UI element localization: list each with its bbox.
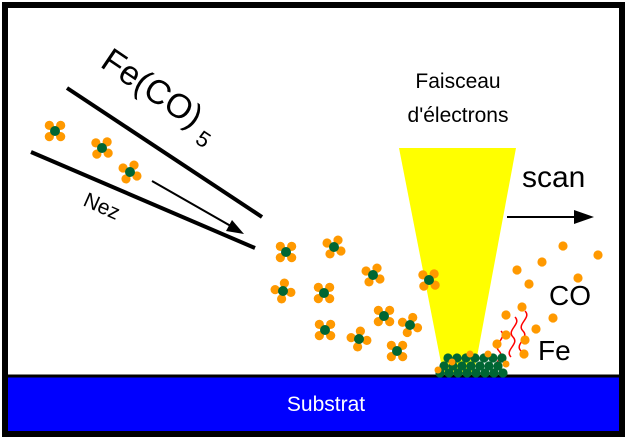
co-ligand bbox=[362, 335, 372, 345]
free-co-molecule bbox=[520, 335, 530, 345]
fe-center bbox=[405, 320, 415, 330]
co-ligand bbox=[286, 287, 296, 297]
deposited-fe-atom bbox=[457, 361, 467, 371]
fe-center bbox=[50, 126, 60, 136]
deposited-fe-atom bbox=[484, 361, 494, 371]
fe-center bbox=[329, 242, 339, 252]
deposited-fe-atom bbox=[462, 368, 472, 378]
fe-co5-molecule bbox=[91, 137, 113, 159]
nozzle-upper-wall bbox=[65, 86, 264, 219]
free-co-molecule bbox=[492, 339, 502, 349]
deposited-fe-atom bbox=[444, 368, 454, 378]
free-co-molecule bbox=[517, 302, 527, 312]
free-co-molecule bbox=[593, 250, 603, 260]
deposited-fe-atom bbox=[497, 353, 507, 363]
iron-deposit bbox=[434, 350, 510, 378]
fe-co5-molecule bbox=[418, 269, 440, 291]
fe-center bbox=[424, 275, 434, 285]
fe-co5-molecule bbox=[397, 312, 423, 338]
fe-center bbox=[320, 325, 330, 335]
residual-co bbox=[448, 358, 456, 366]
heat-wave-3 bbox=[518, 310, 528, 352]
deposited-fe-atom bbox=[493, 361, 503, 371]
residual-co bbox=[502, 360, 510, 368]
nozzle-lower-wall bbox=[30, 150, 256, 250]
deposited-fe-atom bbox=[475, 361, 485, 371]
deposited-fe-atom bbox=[439, 361, 449, 371]
fe-center bbox=[392, 346, 402, 356]
substrate-block bbox=[8, 375, 619, 431]
residual-co bbox=[484, 350, 492, 358]
fe-co5-molecule bbox=[313, 282, 335, 304]
free-co-molecule bbox=[573, 273, 583, 283]
substrate-label: Substrat bbox=[287, 393, 365, 416]
fe-center bbox=[125, 167, 135, 177]
fe-co5-molecule bbox=[373, 305, 395, 327]
co-ligand bbox=[279, 278, 289, 288]
fe-center bbox=[354, 334, 364, 344]
fe-co5-molecule bbox=[346, 326, 372, 352]
co-ligand bbox=[277, 294, 287, 304]
free-co-molecule bbox=[558, 241, 568, 251]
free-co-molecule bbox=[501, 330, 511, 340]
fe-co5-molecule bbox=[44, 120, 66, 142]
free-co-molecule bbox=[531, 324, 541, 334]
molecules-layer bbox=[44, 120, 440, 362]
co-ligand bbox=[412, 323, 423, 333]
fe-co5-molecule bbox=[314, 319, 336, 341]
fe-co5-molecule bbox=[322, 235, 346, 259]
scan-label: scan bbox=[522, 161, 585, 194]
co-ligand bbox=[397, 317, 408, 327]
deposited-fe-atom bbox=[466, 361, 476, 371]
co-ligand bbox=[402, 327, 412, 338]
residual-co bbox=[466, 350, 474, 358]
fe-center bbox=[368, 270, 378, 280]
free-co-molecule bbox=[501, 310, 511, 320]
fe-co5-molecule bbox=[361, 263, 385, 287]
flow-arrow-head bbox=[226, 220, 244, 234]
free-co-molecule bbox=[519, 349, 529, 359]
deposited-fe-atom bbox=[489, 368, 499, 378]
free-co-molecule bbox=[537, 257, 547, 267]
fe-co5-molecule bbox=[386, 340, 408, 362]
free-co-layer bbox=[492, 241, 603, 359]
fe-co5-molecule bbox=[270, 278, 296, 304]
co-ligand bbox=[353, 342, 363, 352]
free-co-molecule bbox=[548, 313, 558, 323]
co-ligand bbox=[355, 326, 365, 336]
co-label: CO bbox=[549, 280, 591, 311]
co-ligand bbox=[408, 312, 418, 323]
flow-arrow-line bbox=[151, 180, 237, 230]
fe-co5-molecule bbox=[118, 160, 142, 184]
residual-co bbox=[434, 366, 442, 374]
fe-center bbox=[379, 311, 389, 321]
beam-label-line1: Faisceau bbox=[415, 70, 500, 93]
fe-center bbox=[281, 247, 291, 257]
scan-arrow-head bbox=[574, 210, 594, 224]
fe-center bbox=[278, 286, 288, 296]
deposited-fe-atom bbox=[471, 368, 481, 378]
fe-center bbox=[319, 288, 329, 298]
heat-wave-2 bbox=[508, 316, 518, 358]
fe-center bbox=[97, 143, 107, 153]
deposited-fe-atom bbox=[498, 368, 508, 378]
fe-label: Fe bbox=[538, 335, 571, 366]
co-ligand bbox=[346, 333, 356, 343]
deposited-fe-atom bbox=[480, 368, 490, 378]
free-co-molecule bbox=[512, 265, 522, 275]
co-ligand bbox=[270, 285, 280, 295]
beam-label-line2: d'électrons bbox=[408, 104, 509, 127]
electron-beam bbox=[399, 148, 516, 373]
deposited-fe-atom bbox=[453, 368, 463, 378]
free-co-molecule bbox=[524, 279, 534, 289]
fe-co5-molecule bbox=[275, 241, 297, 263]
